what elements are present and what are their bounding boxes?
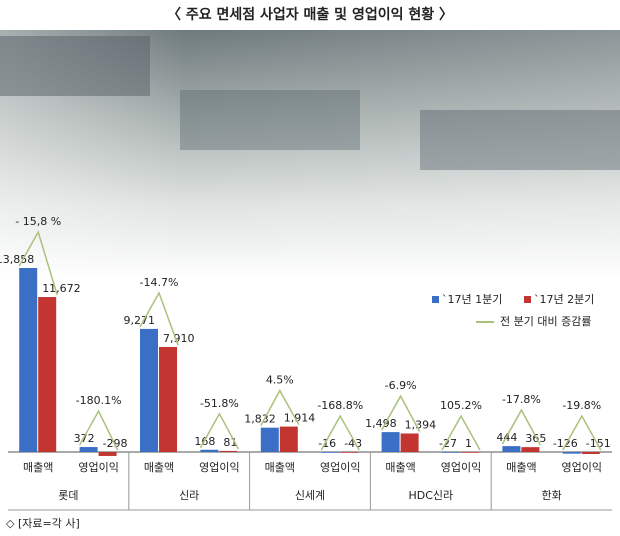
change-line [501,408,542,446]
bar [581,452,600,455]
value-label: 7,910 [163,332,195,345]
x-tick-label: 매출액 [506,461,536,474]
bar [79,447,98,452]
change-line [441,414,481,451]
bar [260,427,279,452]
bar [140,328,158,452]
bar [98,452,117,456]
bar [219,450,238,452]
change-label: -180.1% [76,394,122,407]
change-line [562,414,602,451]
bar [521,447,540,452]
bar [502,446,521,452]
x-tick-label: 영업이익 [78,461,118,474]
x-tick-label: 영업이익 [441,461,481,474]
change-label: -168.8% [317,399,363,412]
chart-area [0,282,620,536]
bar [159,346,177,452]
change-line [260,389,300,427]
storefront [180,90,360,150]
bar [19,268,38,452]
value-label: 1,914 [284,412,316,425]
legend-label: 전 분기 대비 증감률 [500,315,591,328]
group-label: 한화 [541,489,561,502]
value-label: 1,832 [244,413,276,426]
value-label: 11,672 [42,282,80,295]
bar [400,433,419,452]
bar [562,452,581,454]
value-label: 444 [496,431,517,444]
change-line [199,412,240,450]
value-label: 365 [525,432,546,445]
chart-title: 〈 주요 면세점 사업자 매출 및 영업이익 현황 〉 [167,6,453,23]
x-tick-label: 영업이익 [320,461,360,474]
change-label: 105.2% [440,399,482,412]
storefront [420,110,620,170]
legend-swatch [432,296,439,303]
change-line [18,230,58,296]
change-label: 4.5% [266,374,294,387]
bar [279,426,298,452]
legend-label: `17년 1분기 [442,293,502,306]
value-label: 1 [465,437,472,450]
change-line [380,394,421,432]
value-label: 9,271 [124,314,156,327]
legend-swatch [524,296,531,303]
change-line [320,414,360,451]
legend-label: `17년 2분기 [534,293,594,306]
change-label: -51.8% [200,397,239,410]
x-tick-label: 매출액 [265,461,295,474]
bar [381,432,400,452]
value-label: 372 [74,432,95,445]
bar [461,451,479,453]
value-label: 1,498 [365,417,397,430]
change-line [139,291,179,346]
bar [200,449,219,452]
value-label: 1,394 [405,418,437,431]
bar [442,452,460,453]
group-label: 신라 [179,489,199,502]
value-label: -151 [586,437,611,450]
group-label: HDC신라 [408,489,453,502]
change-label: - 15,8 % [15,215,61,228]
x-tick-label: 매출액 [385,461,415,474]
change-label: -14.7% [140,276,179,289]
change-label: -19.8% [562,399,601,412]
value-label: 13,858 [0,253,34,266]
change-label: -17.8% [502,393,541,406]
group-label: 롯데 [58,489,78,502]
storefront [0,36,150,96]
x-tick-label: 영업이익 [562,461,602,474]
x-tick-label: 영업이익 [199,461,239,474]
bar [321,452,340,453]
group-label: 신세계 [295,489,325,502]
value-label: 168 [194,435,215,448]
change-line [78,409,119,451]
bar [38,297,57,452]
value-label: -126 [553,437,578,450]
change-label: -6.9% [385,379,417,392]
x-tick-label: 매출액 [144,461,174,474]
x-tick-label: 매출액 [23,461,53,474]
bar [340,452,359,453]
source: ◇ [자료=각 사] [6,517,80,530]
